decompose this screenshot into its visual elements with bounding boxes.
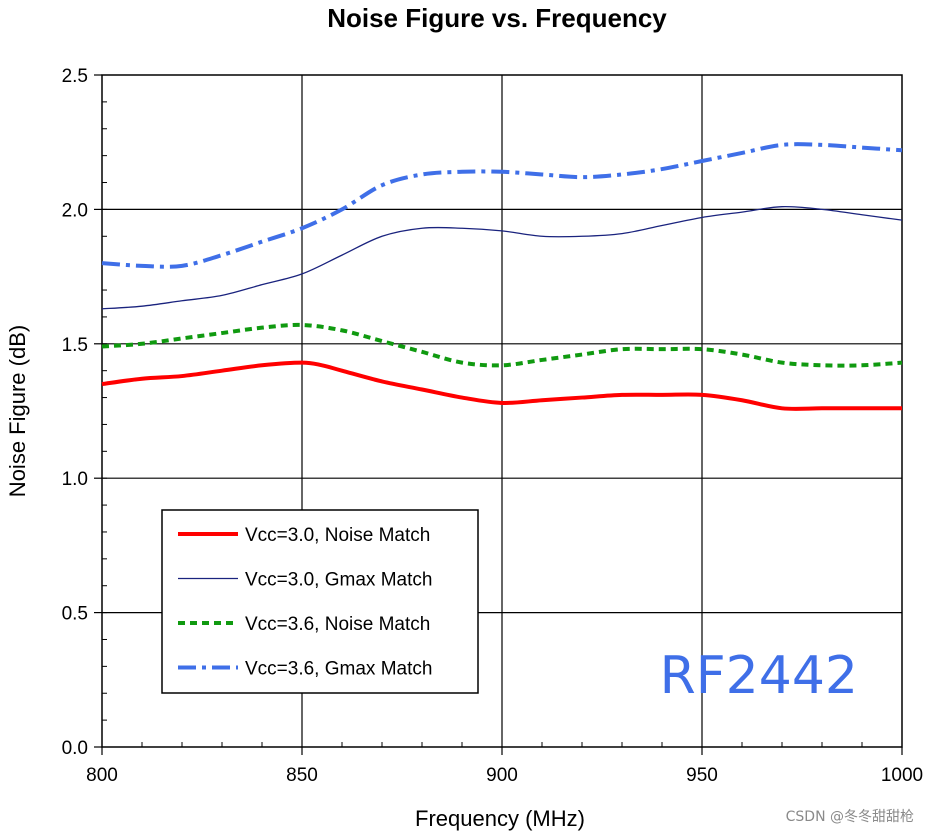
series-vcc30-gmax-match-line xyxy=(101,205,903,310)
part-number-annotation: RF2442 xyxy=(660,646,858,706)
legend-label: Vcc=3.6, Noise Match xyxy=(245,614,430,635)
x-tick-label: 800 xyxy=(86,765,118,786)
legend: Vcc=3.0, Noise Match Vcc=3.0, Gmax Match V… xyxy=(161,509,479,694)
y-tick-label: 0.5 xyxy=(62,604,88,625)
chart-title: Noise Figure vs. Frequency xyxy=(327,3,667,33)
x-tick-labels: 800 850 900 950 1000 xyxy=(86,765,923,786)
x-axis-label: Frequency (MHz) xyxy=(415,806,585,831)
x-tick-label: 900 xyxy=(486,765,518,786)
y-tick-label: 2.5 xyxy=(62,66,88,87)
x-tick-label: 850 xyxy=(286,765,318,786)
y-tick-label: 0.0 xyxy=(62,738,88,759)
minor-ticks xyxy=(94,74,903,755)
y-tick-label: 1.0 xyxy=(62,469,88,490)
legend-label: Vcc=3.0, Gmax Match xyxy=(245,570,432,591)
series-vcc36-noise-match-line xyxy=(101,322,903,368)
series-vcc36-gmax-match-line xyxy=(101,142,903,269)
series-vcc30-noise-match-line xyxy=(101,360,902,411)
series-lines xyxy=(101,142,903,411)
plot-area-frame xyxy=(101,74,903,748)
x-tick-label: 1000 xyxy=(881,765,923,786)
legend-label: Vcc=3.6, Gmax Match xyxy=(245,659,432,680)
legend-label: Vcc=3.0, Noise Match xyxy=(245,525,430,546)
y-tick-label: 2.0 xyxy=(62,200,88,221)
watermark: CSDN @冬冬甜甜枪 xyxy=(786,808,914,825)
y-tick-labels: 0.0 0.5 1.0 1.5 2.0 2.5 xyxy=(62,66,88,759)
y-tick-label: 1.5 xyxy=(62,335,88,356)
y-axis-label: Noise Figure (dB) xyxy=(5,325,30,497)
x-tick-label: 950 xyxy=(686,765,718,786)
legend-box xyxy=(161,509,479,694)
